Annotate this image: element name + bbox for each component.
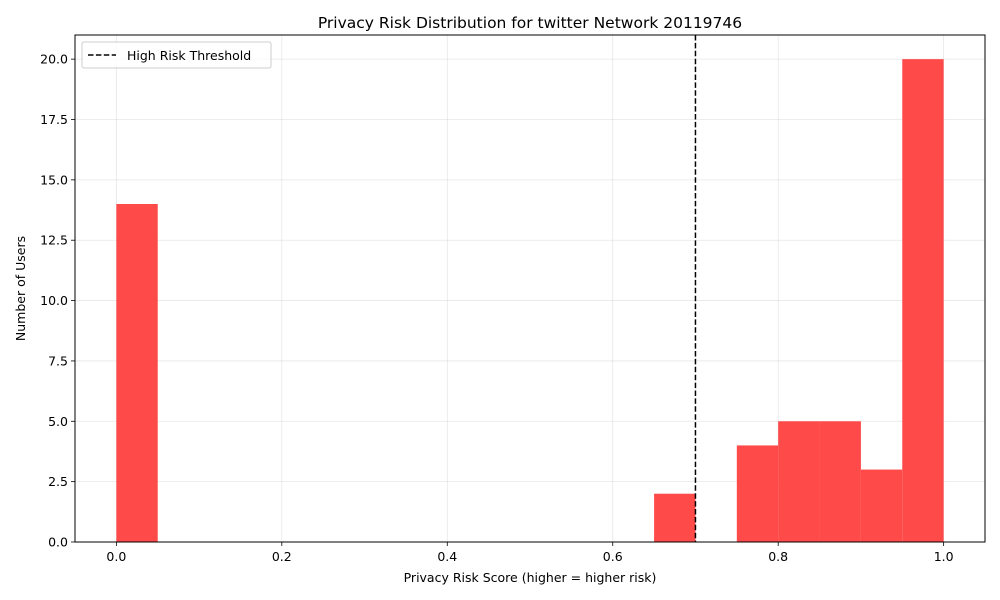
y-tick-label: 5.0 <box>48 414 68 429</box>
plot-area-frame <box>74 34 986 543</box>
histogram-bar <box>736 445 779 542</box>
histogram-bar <box>116 204 158 542</box>
histogram-bar <box>860 469 903 542</box>
legend-box <box>81 41 272 69</box>
y-tick-label: 0.0 <box>48 535 68 550</box>
bars <box>116 59 944 543</box>
y-tick-label: 17.5 <box>40 112 68 127</box>
x-tick-label: 0.8 <box>768 549 788 564</box>
x-tick-label: 0.0 <box>106 549 126 564</box>
x-tick-label: 1.0 <box>934 549 954 564</box>
y-tick-label: 7.5 <box>48 353 68 368</box>
chart-title: Privacy Risk Distribution for twitter Ne… <box>318 14 742 32</box>
legend: High Risk Threshold <box>81 41 272 69</box>
x-axis-ticks: 0.0 0.2 0.4 0.6 0.8 1.0 <box>106 542 954 564</box>
y-tick-label: 10.0 <box>40 293 68 308</box>
y-tick-label: 2.5 <box>48 474 68 489</box>
grid <box>75 35 985 543</box>
histogram-bar <box>778 421 820 542</box>
y-tick-label: 15.0 <box>40 172 68 187</box>
x-tick-label: 0.2 <box>272 549 292 564</box>
y-axis-label: Number of Users <box>13 236 28 341</box>
x-tick-label: 0.6 <box>603 549 623 564</box>
histogram-bar <box>902 59 944 543</box>
histogram-bar <box>654 493 696 542</box>
y-tick-label: 12.5 <box>40 233 68 248</box>
x-axis-label: Privacy Risk Score (higher = higher risk… <box>404 570 657 585</box>
y-tick-label: 20.0 <box>40 52 68 67</box>
histogram-bar <box>819 421 861 542</box>
y-axis-ticks: 0.0 2.5 5.0 7.5 10.0 12.5 15.0 17.5 20.0 <box>40 52 75 550</box>
x-tick-label: 0.4 <box>437 549 457 564</box>
legend-threshold-label: High Risk Threshold <box>127 48 251 63</box>
